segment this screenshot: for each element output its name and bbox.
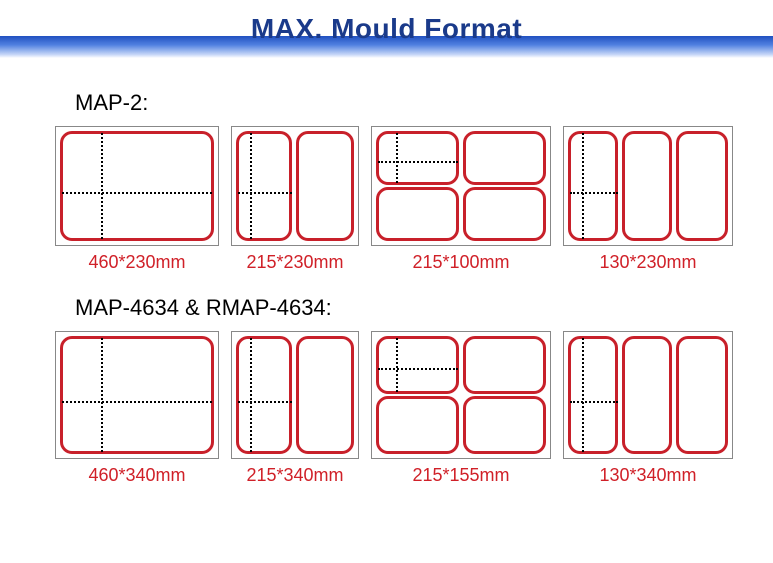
guide-line — [570, 401, 618, 403]
guide-line — [396, 338, 398, 392]
compartment — [676, 131, 728, 241]
mould-cell: 215*230mm — [231, 126, 359, 273]
mould-box-triple — [563, 126, 733, 246]
compartment — [236, 131, 292, 241]
compartment — [676, 336, 728, 454]
mould-cell: 130*230mm — [563, 126, 733, 273]
mould-box-two — [231, 331, 359, 459]
guide-line — [238, 401, 292, 403]
mould-box-quad — [371, 331, 551, 459]
mould-box-triple — [563, 331, 733, 459]
compartment — [463, 131, 546, 185]
mould-cell: 460*230mm — [55, 126, 219, 273]
mould-caption: 130*230mm — [599, 252, 696, 273]
mould-caption: 130*340mm — [599, 465, 696, 486]
mould-box-single — [55, 331, 219, 459]
section-label-map4634: MAP-4634 & RMAP-4634: — [75, 295, 773, 321]
mould-caption: 460*340mm — [88, 465, 185, 486]
compartment — [376, 131, 459, 185]
compartment — [622, 336, 672, 454]
compartment — [60, 131, 214, 241]
guide-line — [250, 133, 252, 239]
guide-line — [396, 133, 398, 183]
compartment — [568, 131, 618, 241]
compartment — [376, 396, 459, 454]
mould-box-single — [55, 126, 219, 246]
mould-caption: 460*230mm — [88, 252, 185, 273]
guide-line — [62, 401, 212, 403]
row-map4634: 460*340mm 215*340mm 215*155mm 13 — [55, 331, 773, 486]
mould-cell: 215*155mm — [371, 331, 551, 486]
compartment — [376, 187, 459, 241]
mould-cell: 215*100mm — [371, 126, 551, 273]
guide-line — [62, 192, 212, 194]
guide-line — [570, 192, 618, 194]
compartment — [622, 131, 672, 241]
compartment — [463, 187, 546, 241]
section-label-map2: MAP-2: — [75, 90, 773, 116]
compartment — [568, 336, 618, 454]
mould-caption: 215*230mm — [246, 252, 343, 273]
mould-cell: 215*340mm — [231, 331, 359, 486]
guide-line — [250, 338, 252, 452]
mould-caption: 215*100mm — [412, 252, 509, 273]
compartment — [60, 336, 214, 454]
page-title: MAX. Mould Format — [251, 13, 522, 45]
mould-caption: 215*155mm — [412, 465, 509, 486]
guide-line — [582, 338, 584, 452]
compartment — [463, 396, 546, 454]
title-bar: MAX. Mould Format — [0, 0, 773, 58]
compartment — [463, 336, 546, 394]
mould-caption: 215*340mm — [246, 465, 343, 486]
guide-line — [378, 368, 458, 370]
guide-line — [582, 133, 584, 239]
mould-box-two — [231, 126, 359, 246]
row-map2: 460*230mm 215*230mm 215*100mm 13 — [55, 126, 773, 273]
compartment — [236, 336, 292, 454]
guide-line — [101, 338, 103, 452]
compartment — [296, 131, 354, 241]
mould-cell: 460*340mm — [55, 331, 219, 486]
compartment — [376, 336, 459, 394]
guide-line — [101, 133, 103, 239]
compartment — [296, 336, 354, 454]
mould-box-quad — [371, 126, 551, 246]
guide-line — [238, 192, 292, 194]
mould-cell: 130*340mm — [563, 331, 733, 486]
guide-line — [378, 161, 458, 163]
